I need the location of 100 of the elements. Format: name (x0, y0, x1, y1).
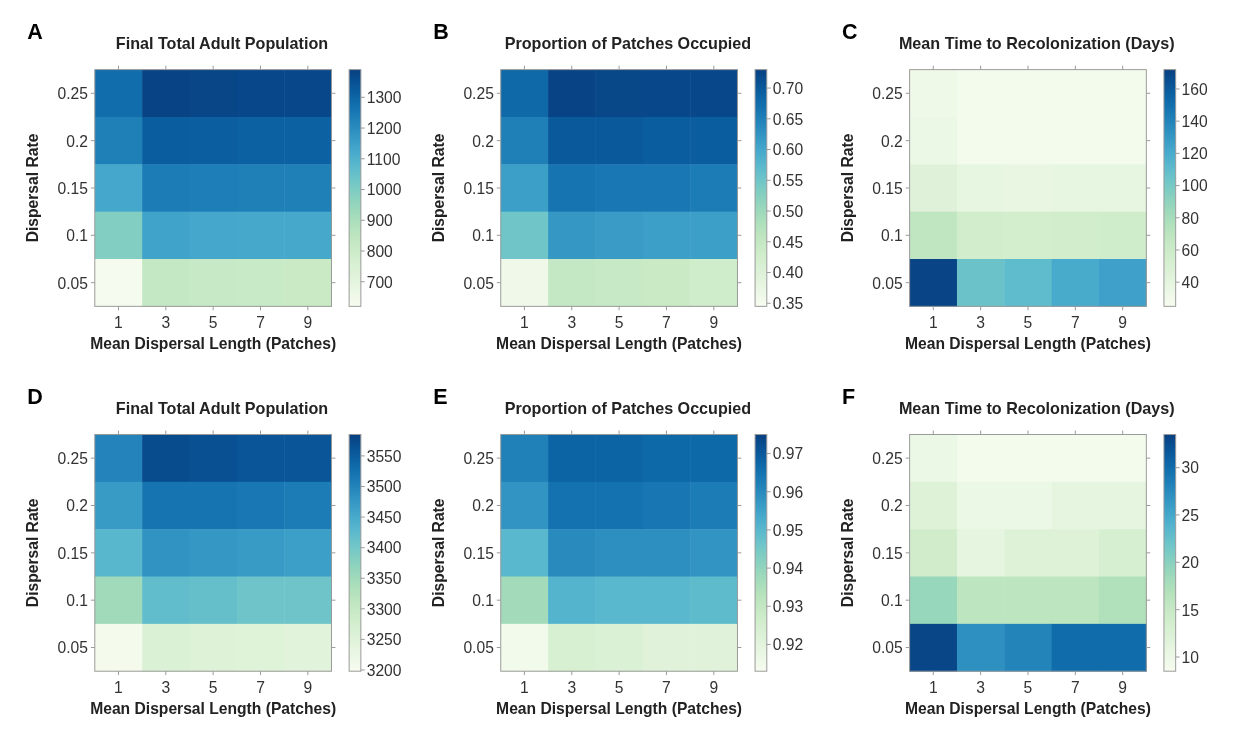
x-tick-label: 9 (303, 313, 313, 331)
y-tick-label: 0.2 (881, 132, 903, 150)
color-bar-label: 0.65 (772, 110, 804, 128)
color-bar-label: 0.35 (772, 295, 804, 313)
color-bar-label: 10 (1181, 648, 1200, 666)
x-tick-label: 5 (614, 678, 624, 696)
color-bar-label: 1100 (366, 150, 401, 168)
color-bar-label: 900 (366, 212, 394, 230)
x-tick-label: 5 (208, 313, 218, 331)
y-tick-label: 0.1 (472, 227, 494, 245)
x-tick-label: 9 (303, 678, 313, 696)
color-bar-label: 25 (1181, 506, 1200, 524)
x-tick-label: 3 (567, 313, 577, 331)
text: D (27, 385, 43, 410)
x-tick-label: 7 (1070, 313, 1080, 331)
x-tick-label: 9 (1118, 313, 1128, 331)
y-tick-label: 0.05 (463, 274, 495, 292)
y-axis-title: Dispersal Rate (430, 133, 448, 243)
color-bar-label: 15 (1181, 601, 1200, 619)
y-tick-label: 0.05 (463, 639, 495, 657)
y-tick-label: 0.1 (881, 227, 903, 245)
color-bar-label: 0.94 (772, 559, 804, 577)
x-axis-title: Mean Dispersal Length (Patches) (90, 335, 337, 353)
y-tick-label: 0.25 (463, 85, 495, 103)
y-tick-label: 0.2 (472, 132, 494, 150)
text: C (842, 20, 858, 45)
color-bar-label: 40 (1181, 274, 1200, 292)
color-bar-label: 0.97 (772, 445, 804, 463)
chart-title: Mean Time to Recolonization (Days) (898, 34, 1175, 53)
y-tick-label: 0.2 (472, 497, 494, 515)
y-tick-label: 0.15 (463, 544, 495, 562)
color-bar-label: 0.40 (772, 264, 804, 282)
x-axis-title: Mean Dispersal Length (Patches) (90, 700, 337, 718)
x-tick-label: 3 (161, 678, 171, 696)
y-tick-label: 0.15 (57, 179, 89, 197)
x-tick-label: 5 (208, 678, 218, 696)
color-bar-label: 3400 (366, 539, 402, 557)
color-bar-label: 120 (1181, 145, 1208, 163)
x-tick-label: 9 (709, 678, 719, 696)
x-tick-label: 3 (567, 678, 577, 696)
y-tick-label: 0.05 (872, 639, 904, 657)
chart-title: Proportion of Patches Occupied (504, 398, 752, 417)
x-tick-label: 7 (256, 678, 265, 696)
y-tick-label: 0.25 (463, 450, 495, 468)
y-tick-label: 0.15 (872, 179, 904, 197)
x-axis-title: Mean Dispersal Length (Patches) (904, 700, 1151, 718)
color-bar-label: 30 (1181, 459, 1200, 477)
color-bar-label: 3500 (366, 478, 402, 496)
y-tick-label: 0.1 (66, 592, 88, 610)
x-tick-label: 3 (976, 313, 986, 331)
x-tick-label: 9 (1118, 678, 1128, 696)
y-tick-label: 0.25 (57, 450, 89, 468)
x-axis-title: Mean Dispersal Length (Patches) (496, 335, 743, 353)
color-bar-label: 0.95 (772, 521, 804, 539)
color-bar-label: 3250 (366, 631, 402, 649)
y-tick-label: 0.15 (872, 544, 904, 562)
y-axis-title: Dispersal Rate (24, 498, 42, 608)
color-bar-label: 0.60 (772, 141, 804, 159)
color-bar-label: 100 (1181, 177, 1208, 195)
x-axis-title: Mean Dispersal Length (Patches) (496, 700, 743, 718)
x-tick-label: 1 (928, 313, 938, 331)
color-bar-label: 3550 (366, 447, 402, 465)
color-bar-label: 160 (1181, 80, 1208, 98)
y-tick-label: 0.15 (463, 179, 495, 197)
y-tick-label: 0.25 (872, 85, 904, 103)
x-tick-label: 1 (520, 313, 529, 331)
text: B (433, 20, 449, 45)
x-tick-label: 7 (1070, 678, 1080, 696)
text: E (433, 385, 448, 410)
chart-title: Final Total Adult Population (115, 398, 329, 417)
y-tick-label: 0.25 (872, 450, 904, 468)
color-bar-label: 1000 (366, 181, 402, 199)
y-tick-label: 0.05 (872, 274, 904, 292)
color-bar-label: 3300 (366, 600, 402, 618)
color-bar-label: 0.93 (772, 598, 804, 616)
chart-title: Mean Time to Recolonization (Days) (898, 398, 1175, 417)
x-tick-label: 5 (614, 313, 624, 331)
x-tick-label: 1 (114, 313, 123, 331)
y-axis-title: Dispersal Rate (24, 133, 42, 243)
x-tick-label: 1 (928, 678, 938, 696)
color-bar-label: 0.55 (772, 172, 804, 190)
y-tick-label: 0.25 (57, 85, 89, 103)
color-bar-label: 0.92 (772, 636, 804, 654)
chart-title: Proportion of Patches Occupied (504, 34, 752, 53)
chart-title: Final Total Adult Population (115, 34, 329, 53)
color-bar-label: 3200 (366, 661, 402, 679)
x-tick-label: 1 (520, 678, 529, 696)
y-tick-label: 0.1 (66, 227, 88, 245)
y-axis-title: Dispersal Rate (838, 133, 856, 243)
y-tick-label: 0.1 (472, 592, 494, 610)
x-tick-label: 3 (161, 313, 171, 331)
x-tick-label: 7 (256, 313, 265, 331)
y-axis-title: Dispersal Rate (430, 498, 448, 608)
color-bar-label: 140 (1181, 113, 1208, 131)
color-bar-label: 3450 (366, 508, 402, 526)
y-tick-label: 0.1 (881, 592, 903, 610)
y-tick-label: 0.15 (57, 544, 89, 562)
color-bar-label: 0.70 (772, 79, 804, 97)
color-bar-label: 0.96 (772, 483, 804, 501)
x-tick-label: 5 (1023, 313, 1033, 331)
